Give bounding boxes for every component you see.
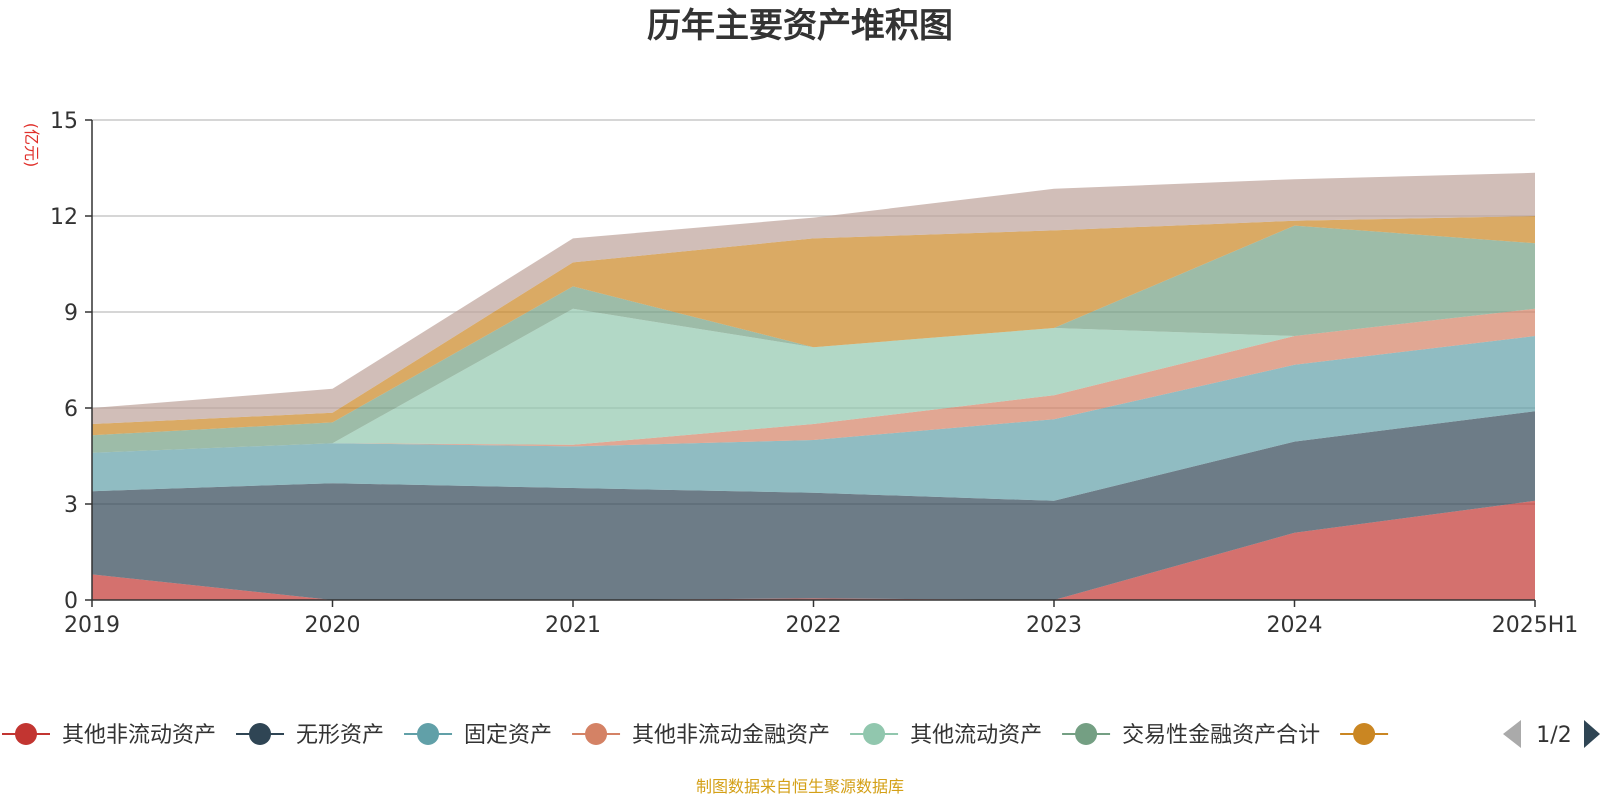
legend-label-4: 其他流动资产 bbox=[910, 723, 1042, 748]
legend-item-2[interactable]: 固定资产 bbox=[404, 723, 552, 748]
x-tick-label-5: 2024 bbox=[1267, 613, 1323, 638]
y-tick-label-0: 0 bbox=[64, 589, 78, 614]
area-series-0 bbox=[92, 500, 1535, 600]
legend-marker-2 bbox=[417, 723, 440, 745]
legend: 其他非流动资产 无形资产 固定资产 其他非流动金融资产 其他流动资产 交易性金融资产合计 1… bbox=[2, 720, 1600, 748]
legend-marker-6 bbox=[1353, 723, 1376, 745]
legend-marker-1 bbox=[249, 723, 272, 745]
area-series-1 bbox=[92, 411, 1535, 600]
area-series-2 bbox=[92, 336, 1535, 501]
area-series-4 bbox=[92, 308, 1535, 453]
y-tick-label-4: 12 bbox=[50, 205, 78, 230]
legend-item-3[interactable]: 其他非流动金融资产 bbox=[572, 723, 830, 748]
legend-marker-5 bbox=[1075, 723, 1098, 745]
y-tick-label-5: 15 bbox=[50, 109, 78, 134]
y-tick-label-3: 9 bbox=[64, 301, 78, 326]
legend-item-1[interactable]: 无形资产 bbox=[236, 723, 384, 748]
legend-marker-4 bbox=[863, 723, 886, 745]
legend-item-0[interactable]: 其他非流动资产 bbox=[2, 723, 216, 748]
x-tick-label-6: 2025H1 bbox=[1492, 613, 1579, 638]
area-series bbox=[92, 172, 1535, 600]
x-tick-label-3: 2022 bbox=[786, 613, 842, 638]
x-tick-label-1: 2020 bbox=[305, 613, 361, 638]
area-series-6 bbox=[92, 216, 1535, 436]
chart-title: 历年主要资产堆积图 bbox=[647, 6, 953, 46]
legend-item-4[interactable]: 其他流动资产 bbox=[850, 723, 1042, 748]
legend-item-5[interactable]: 交易性金融资产合计 bbox=[1062, 723, 1320, 748]
legend-marker-0 bbox=[15, 723, 37, 745]
x-tick-label-4: 2023 bbox=[1026, 613, 1082, 638]
legend-pager: 1/2 bbox=[1503, 720, 1600, 748]
legend-label-3: 其他非流动金融资产 bbox=[632, 723, 830, 748]
y-tick-label-2: 6 bbox=[64, 397, 78, 422]
legend-label-1: 无形资产 bbox=[296, 723, 384, 748]
area-series-5 bbox=[92, 225, 1535, 453]
legend-marker-3 bbox=[585, 723, 608, 745]
legend-label-5: 交易性金融资产合计 bbox=[1122, 723, 1320, 748]
legend-item-6[interactable] bbox=[1340, 723, 1389, 745]
source-note: 制图数据来自恒生聚源数据库 bbox=[696, 777, 904, 796]
arrow-left-icon[interactable] bbox=[1503, 720, 1521, 748]
y-axis-label: (亿元) bbox=[22, 123, 41, 168]
area-series-7 bbox=[92, 172, 1535, 424]
x-tick-label-2: 2021 bbox=[545, 613, 601, 638]
legend-label-0: 其他非流动资产 bbox=[62, 723, 216, 748]
legend-page-indicator: 1/2 bbox=[1536, 723, 1571, 748]
x-tick-label-0: 2019 bbox=[64, 613, 120, 638]
arrow-right-icon[interactable] bbox=[1584, 720, 1600, 748]
legend-label-2: 固定资产 bbox=[464, 723, 552, 748]
y-tick-label-1: 3 bbox=[64, 493, 78, 518]
axes: 0 3 6 9 12 15 2019 2020 2021 2022 2023 2024 2025H1 bbox=[50, 109, 1578, 638]
